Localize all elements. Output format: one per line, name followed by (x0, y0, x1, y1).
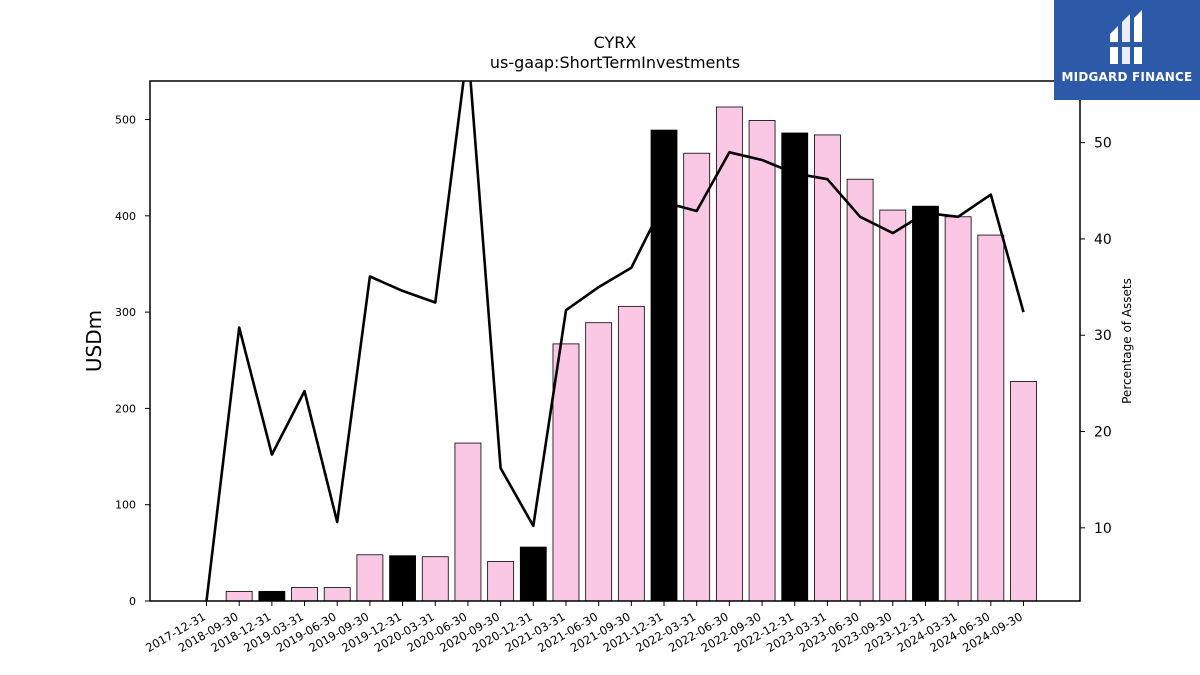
percentage-of-assets-line (205, 81, 1025, 601)
bar-2021-09-30 (617, 305, 645, 602)
bar-2023-09-30 (879, 209, 907, 602)
y-left-tick-label: 200 (115, 402, 136, 415)
y-left-tick-label: 400 (115, 210, 136, 223)
x-axis: 2017-12-312018-09-302018-12-312019-03-31… (143, 601, 1025, 655)
y-right-tick-label: 10 (1094, 521, 1112, 537)
plot-frame (149, 80, 1081, 602)
bar-2020-12-31 (519, 546, 547, 602)
bar-2022-09-30 (748, 120, 776, 602)
bar-2020-03-31 (421, 556, 449, 602)
y-axis-right-label: Percentage of Assets (1120, 278, 1134, 404)
y-right-tick-label: 50 (1094, 136, 1112, 152)
bar-2023-06-30 (846, 178, 874, 602)
bar-2019-12-31 (389, 555, 416, 602)
bar-2024-06-30 (977, 234, 1005, 602)
chart-title: CYRX (594, 33, 637, 52)
bar-2022-12-31 (781, 132, 809, 602)
bar-2019-03-31 (291, 587, 318, 602)
y-left-tick-label: 300 (115, 306, 136, 319)
bar-2020-06-30 (454, 442, 482, 602)
bar-2022-03-31 (683, 152, 711, 602)
y-axis-left-label: USDm (82, 310, 106, 372)
bar-2019-09-30 (356, 554, 384, 602)
y-left-tick-label: 100 (115, 499, 136, 512)
midgard-logo-icon (1110, 10, 1142, 64)
bar-2021-06-30 (585, 322, 613, 602)
chart-subtitle: us-gaap:ShortTermInvestments (490, 53, 740, 72)
bar-2023-12-31 (912, 205, 939, 602)
midgard-finance-logo: MIDGARD FINANCE (1054, 0, 1200, 100)
y-right-tick-label: 40 (1094, 232, 1112, 248)
bar-2024-03-31 (944, 216, 972, 602)
y-left-tick-label: 0 (129, 595, 136, 608)
y-axis-right: 10 20 30 40 50 (1080, 136, 1112, 537)
bar-2020-09-30 (487, 561, 515, 602)
y-left-tick-label: 500 (115, 114, 136, 127)
bar-2018-09-30 (225, 590, 253, 602)
bar-series (225, 106, 1037, 602)
bar-2019-06-30 (323, 587, 351, 602)
bar-2021-12-31 (650, 129, 678, 602)
bar-2024-09-30 (1010, 381, 1037, 602)
bar-2022-06-30 (715, 106, 743, 602)
bar-2018-12-31 (258, 590, 286, 602)
y-right-tick-label: 30 (1094, 328, 1112, 344)
bar-2021-03-31 (552, 343, 580, 602)
y-axis-left: 0 100 200 300 400 500 (115, 114, 150, 608)
y-right-tick-label: 20 (1094, 425, 1112, 441)
bar-2023-03-31 (814, 134, 841, 602)
line-series (205, 81, 1025, 601)
logo-text: MIDGARD FINANCE (1061, 70, 1193, 84)
